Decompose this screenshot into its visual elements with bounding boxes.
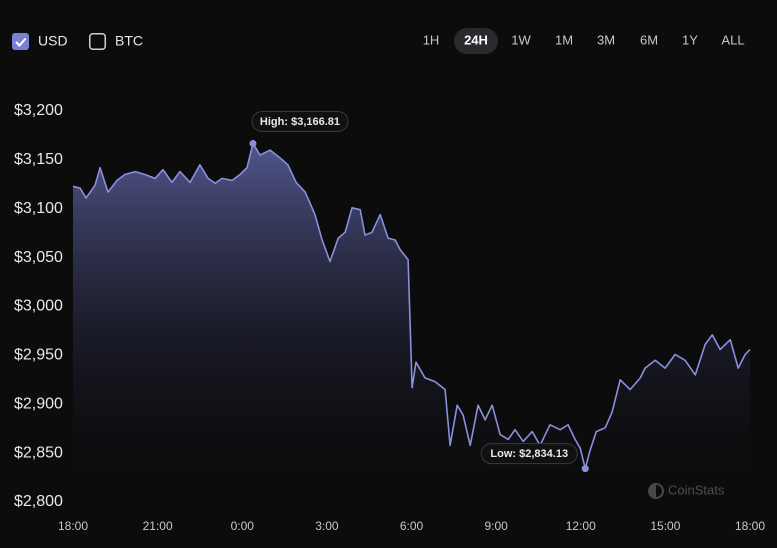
- range-button[interactable]: 1H: [423, 32, 440, 47]
- y-tick-label: $3,100: [14, 200, 63, 217]
- x-tick-label: 15:00: [650, 519, 680, 533]
- area: [73, 143, 750, 502]
- y-tick-label: $3,000: [14, 298, 63, 315]
- x-tick-label: 9:00: [484, 519, 508, 533]
- x-tick-label: 12:00: [566, 519, 596, 533]
- checkbox[interactable]: [89, 33, 106, 50]
- y-tick-label: $3,200: [14, 102, 63, 119]
- y-tick-label: $3,150: [14, 151, 63, 168]
- x-tick-label: 6:00: [400, 519, 424, 533]
- y-tick-label: $2,900: [14, 395, 63, 412]
- checkmark: [15, 37, 27, 47]
- line: [72, 142, 751, 470]
- range-button[interactable]: 1W: [511, 32, 531, 47]
- checkbox[interactable]: [12, 33, 29, 50]
- currency-label: USD: [38, 33, 68, 49]
- y-tick-label: $3,050: [14, 249, 63, 266]
- annotation-label: Low: $2,834.13: [490, 448, 568, 460]
- range-button[interactable]: 6M: [640, 32, 658, 47]
- x-tick-label: 3:00: [315, 519, 339, 533]
- annotation-point: [581, 465, 589, 473]
- annotation-box: [251, 110, 349, 132]
- annotation-label: High: $3,166.81: [260, 116, 340, 128]
- y-tick-label: $2,800: [14, 493, 63, 510]
- x-tick-label: 21:00: [143, 519, 173, 533]
- y-tick-label: $2,850: [14, 444, 63, 461]
- range-button[interactable]: 3M: [597, 32, 615, 47]
- x-tick-label: 0:00: [231, 519, 255, 533]
- range-button[interactable]: ALL: [721, 32, 744, 47]
- annotation-box: [480, 443, 578, 465]
- range-button-active[interactable]: [454, 28, 498, 54]
- annotation-point: [249, 139, 257, 147]
- y-tick-label: $2,950: [14, 347, 63, 364]
- range-button[interactable]: 1Y: [682, 32, 698, 47]
- x-tick-label: 18:00: [58, 519, 88, 533]
- range-button[interactable]: 1M: [555, 32, 573, 47]
- currency-label: BTC: [115, 33, 143, 49]
- x-tick-label: 18:00: [735, 519, 765, 533]
- range-button[interactable]: 24H: [464, 32, 488, 47]
